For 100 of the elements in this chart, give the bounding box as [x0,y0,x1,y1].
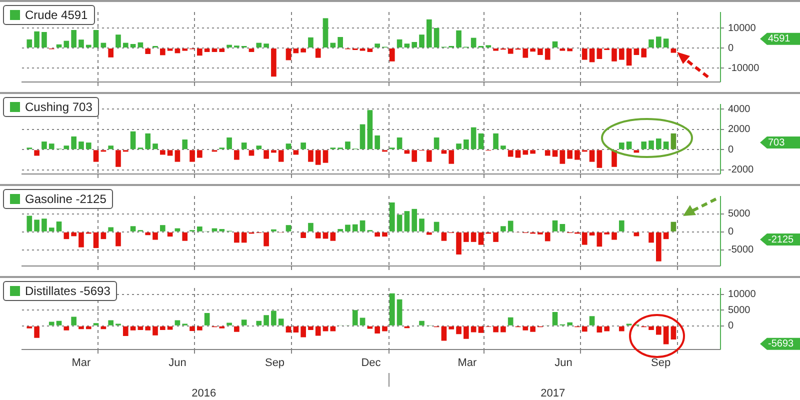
bar [48,228,54,232]
bar [197,150,202,158]
bar [315,326,321,336]
bar [574,150,580,160]
bar [174,150,180,162]
bar [130,326,136,330]
bar [456,30,462,48]
legend-label: Crude 4591 [25,8,88,22]
bar [663,232,669,240]
bar [212,228,218,232]
y-tick-label: -5000 [728,244,754,256]
bar [508,48,514,54]
bar [100,42,106,48]
bar [648,39,654,48]
bar [286,144,292,150]
bar [234,232,240,243]
bar [330,42,336,48]
bar [360,318,366,326]
legend-label: Distillates -5693 [25,284,110,298]
bar [367,48,373,52]
bar [293,48,299,54]
bar [34,220,40,232]
bar [145,133,151,150]
bar [382,232,388,237]
bar [382,326,388,332]
bar [322,150,328,163]
bar [634,150,640,153]
bar [271,150,276,153]
bar [522,326,528,330]
y-tick-label: 5000 [728,208,751,220]
bar [663,142,669,150]
bar [352,310,358,326]
bar [589,316,595,326]
bar [648,326,654,330]
bar [190,326,195,331]
bar [93,232,99,248]
bar [293,150,299,155]
bar [174,228,180,232]
bar [271,48,276,77]
bar [322,326,328,332]
bar [71,30,76,48]
bar [226,137,232,150]
y-tick-label: 2000 [728,124,751,136]
bar [419,218,424,232]
bar [508,150,514,157]
bar [116,232,121,246]
bar [167,232,173,237]
bar [604,326,610,332]
bar [78,232,84,248]
bar [404,211,410,232]
bar [412,42,418,48]
bar [145,326,151,330]
bar [256,42,262,48]
bar [315,48,321,58]
bar [174,48,180,54]
bar [656,36,662,48]
bar [182,140,188,150]
bar [426,19,432,48]
bar [404,44,410,48]
bar [152,144,158,150]
x-tick-label: Sep [650,357,671,370]
bar [204,312,210,326]
bar [656,232,662,262]
bar [493,326,498,332]
bar [300,232,306,238]
bar [470,127,476,150]
bar [456,232,462,255]
bar [596,326,602,333]
bar [108,320,114,326]
bar [589,232,595,236]
bar [404,150,410,154]
legend-label: Gasoline -2125 [25,192,106,206]
bar [264,232,269,246]
bar [34,326,40,338]
bar [241,232,247,243]
bar [71,232,76,236]
bar [300,142,306,150]
bar [493,232,498,242]
bar [86,44,92,48]
bar [145,48,151,54]
bar [256,320,262,326]
bar [42,218,47,232]
bar [152,326,158,336]
bar [93,30,99,48]
bar [48,322,54,326]
bar [648,140,654,150]
bar [434,222,440,232]
y-tick-label: 0 [728,42,734,54]
bar [663,326,669,344]
bar [352,224,358,232]
bar [241,142,247,150]
bar [656,326,662,335]
bar [130,44,136,48]
bar [204,48,210,52]
bar [641,142,647,150]
bar [108,48,114,58]
bar [86,326,92,330]
bar [286,225,292,232]
bar [130,226,136,232]
bar [197,326,202,330]
